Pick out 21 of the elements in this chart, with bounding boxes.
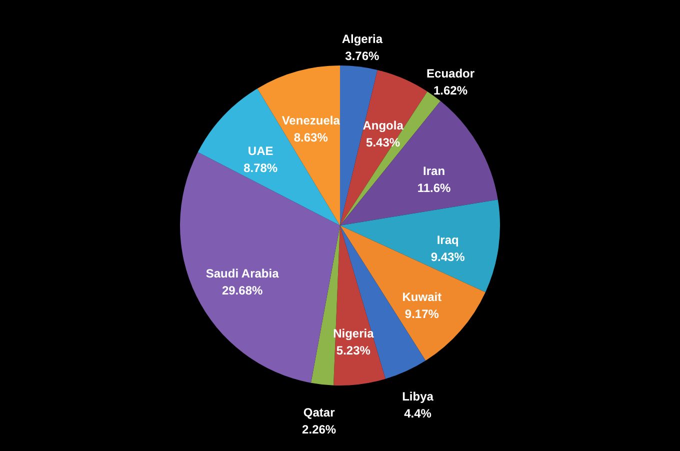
slice-label: Qatar bbox=[303, 405, 336, 420]
slice-label: Iran bbox=[423, 164, 446, 178]
data-label: 29.68% bbox=[222, 283, 263, 298]
slice-label: Venezuela bbox=[282, 114, 340, 128]
data-label: 8.63% bbox=[294, 130, 328, 145]
data-label: 3.76% bbox=[345, 48, 380, 63]
slice-label: Iraq bbox=[436, 233, 459, 247]
data-label: 1.62% bbox=[434, 83, 468, 98]
slice-label: Algeria bbox=[342, 32, 383, 46]
data-label: 9.43% bbox=[430, 250, 466, 264]
data-label: 9.17% bbox=[404, 307, 440, 322]
data-label: 2.26% bbox=[302, 422, 336, 436]
data-label: 5.23% bbox=[336, 343, 371, 358]
slice-label: Kuwait bbox=[402, 290, 442, 304]
data-label: 8.78% bbox=[244, 161, 278, 176]
slice-label: UAE bbox=[248, 144, 274, 158]
slice-label: Libya bbox=[402, 390, 434, 404]
data-label: 11.6% bbox=[417, 180, 452, 195]
data-label: 4.4% bbox=[404, 406, 432, 421]
slice-label: Saudi Arabia bbox=[206, 266, 280, 280]
slice-label: Ecuador bbox=[426, 66, 475, 80]
